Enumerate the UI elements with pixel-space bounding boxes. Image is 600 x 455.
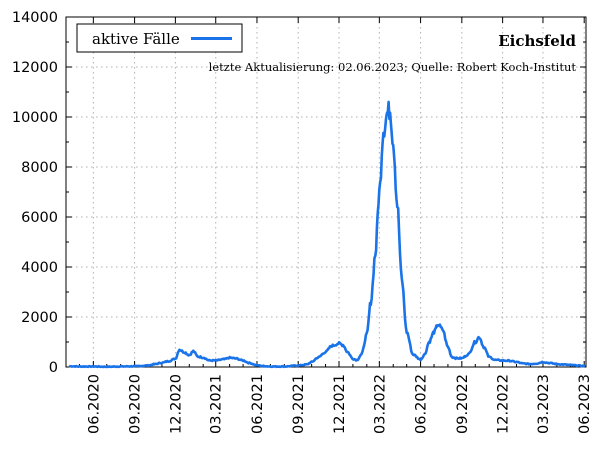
y-tick-label: 14000 — [12, 10, 58, 26]
x-tick-label: 03.2021 — [209, 374, 225, 434]
grid — [66, 17, 586, 367]
x-tick-label: 12.2020 — [168, 374, 184, 434]
x-tick-label: 06.2020 — [86, 374, 102, 434]
x-tick-label: 03.2022 — [372, 374, 388, 434]
chart-subtitle: letzte Aktualisierung: 02.06.2023; Quell… — [209, 60, 577, 74]
y-tick-label: 2000 — [21, 310, 58, 326]
legend-label: aktive Fälle — [92, 30, 180, 48]
y-tick-label: 8000 — [21, 160, 58, 176]
chart-title: Eichsfeld — [498, 32, 576, 50]
y-tick-label: 10000 — [12, 110, 58, 126]
x-axis: 06.2020 09.2020 12.2020 03.2021 06.2021 09.20… — [78, 17, 593, 434]
series-line — [68, 100, 586, 369]
x-tick-label: 12.2021 — [332, 374, 348, 434]
y-axis: 0 2000 4000 6000 8000 10000 12000 14000 — [12, 10, 586, 376]
x-tick-label: 09.2020 — [128, 374, 144, 434]
y-tick-label: 4000 — [21, 260, 58, 276]
x-tick-label: 12.2022 — [496, 374, 512, 434]
x-tick-label: 06.2022 — [414, 374, 430, 434]
x-tick-label: 09.2022 — [455, 374, 471, 434]
x-tick-label: 03.2023 — [536, 374, 552, 434]
y-tick-label: 6000 — [21, 210, 58, 226]
y-tick-label: 12000 — [12, 60, 58, 76]
x-tick-label: 06.2023 — [577, 374, 593, 434]
x-tick-label: 06.2021 — [250, 374, 266, 434]
series-layer — [68, 100, 586, 369]
x-tick-label: 09.2021 — [291, 374, 307, 434]
legend: aktive Fälle — [76, 23, 243, 53]
y-tick-label: 0 — [49, 360, 58, 376]
